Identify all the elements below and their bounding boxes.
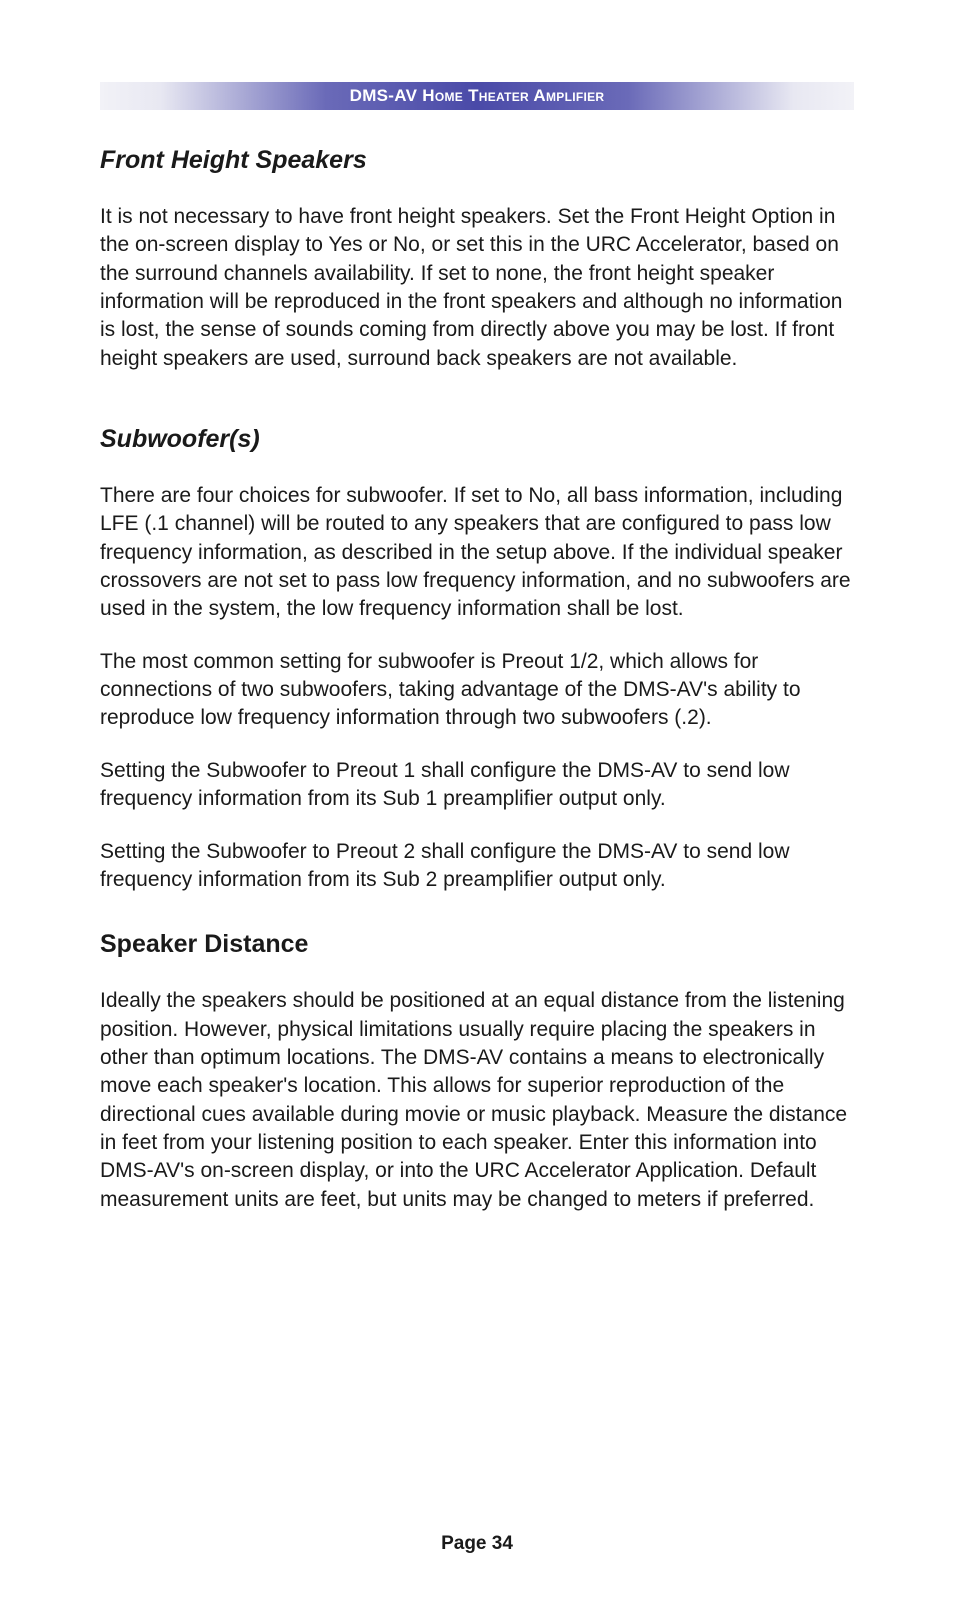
section-spacer (100, 918, 854, 930)
section-title-speaker-distance: Speaker Distance (100, 930, 854, 959)
body-paragraph: The most common setting for subwoofer is… (100, 648, 854, 733)
body-paragraph: It is not necessary to have front height… (100, 203, 854, 373)
section-title-front-height: Front Height Speakers (100, 146, 854, 175)
header-title: DMS-AV Home Theater Amplifier (350, 86, 605, 106)
body-paragraph: There are four choices for subwoofer. If… (100, 482, 854, 624)
section-spacer (100, 397, 854, 425)
body-paragraph: Ideally the speakers should be positione… (100, 987, 854, 1214)
body-paragraph: Setting the Subwoofer to Preout 2 shall … (100, 838, 854, 895)
page-number: Page 34 (0, 1533, 954, 1555)
document-page: DMS-AV Home Theater Amplifier Front Heig… (0, 0, 954, 1615)
header-bar: DMS-AV Home Theater Amplifier (100, 82, 854, 110)
section-title-subwoofer: Subwoofer(s) (100, 425, 854, 454)
body-paragraph: Setting the Subwoofer to Preout 1 shall … (100, 757, 854, 814)
